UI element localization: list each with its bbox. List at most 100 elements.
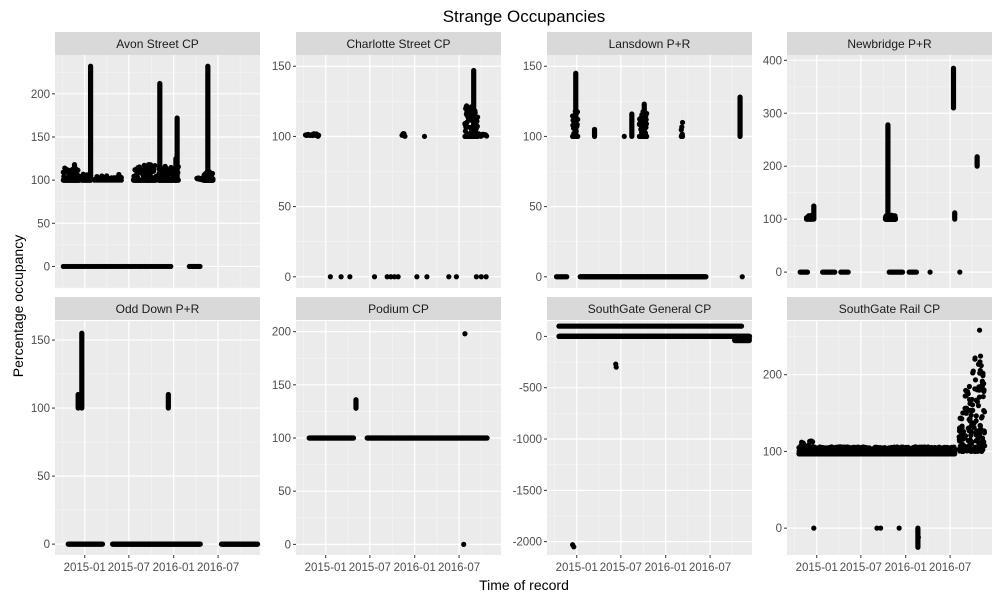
y-tick-label: 0 xyxy=(536,272,542,284)
data-point xyxy=(973,418,979,424)
y-tick-label: 400 xyxy=(763,55,782,67)
data-point xyxy=(974,438,981,445)
data-point xyxy=(703,274,709,280)
facet-strip-label: Avon Street CP xyxy=(116,37,199,51)
facet-strip-label: Odd Down P+R xyxy=(116,302,200,316)
data-points xyxy=(556,323,753,550)
data-point xyxy=(739,274,745,280)
data-point xyxy=(446,274,452,280)
data-point xyxy=(967,443,973,449)
y-tick-label: 150 xyxy=(272,380,291,392)
y-tick-label: 150 xyxy=(31,132,50,144)
y-tick-label: 50 xyxy=(37,218,50,230)
data-point xyxy=(347,274,353,280)
x-tick-label: 2016-01 xyxy=(885,562,927,574)
data-point xyxy=(980,373,986,379)
y-axis-title: Percentage occupancy xyxy=(10,235,26,377)
facet-strip xyxy=(55,297,260,320)
y-tick-label: 100 xyxy=(272,131,291,143)
data-point xyxy=(973,413,979,419)
x-tick-label: 2016-07 xyxy=(929,562,971,574)
data-point xyxy=(402,133,408,139)
data-point xyxy=(197,541,203,547)
x-tick-label: 2016-07 xyxy=(197,562,239,574)
data-point xyxy=(966,416,972,423)
x-tick-label: 2016-01 xyxy=(394,562,436,574)
data-points xyxy=(60,63,216,270)
x-tick-label: 2015-01 xyxy=(64,562,106,574)
y-tick-label: -1500 xyxy=(513,485,542,497)
x-tick-label: 2015-07 xyxy=(108,562,150,574)
panel-background xyxy=(55,321,260,555)
x-tick-label: 2015-01 xyxy=(305,562,347,574)
x-tick-label: 2016-07 xyxy=(689,562,731,574)
data-point xyxy=(927,269,933,275)
data-point xyxy=(809,439,816,445)
data-points xyxy=(796,327,988,550)
data-point xyxy=(980,393,986,400)
y-tick-label: 150 xyxy=(523,61,542,73)
data-point xyxy=(118,177,124,183)
data-point xyxy=(959,423,965,429)
y-tick-label: 100 xyxy=(763,446,782,458)
y-tick-label: 0 xyxy=(776,267,782,279)
data-point xyxy=(874,525,880,531)
data-point xyxy=(970,407,976,413)
y-tick-label: 0 xyxy=(536,331,542,343)
data-point xyxy=(484,133,490,139)
data-point xyxy=(892,216,899,222)
y-tick-label: 100 xyxy=(763,214,782,226)
data-point xyxy=(679,124,685,130)
data-point xyxy=(977,353,984,359)
data-point xyxy=(970,370,976,376)
data-point xyxy=(981,409,988,415)
y-tick-label: 50 xyxy=(278,202,291,214)
data-point xyxy=(969,423,975,429)
y-tick-label: 150 xyxy=(31,335,50,347)
facet-strip-label: Lansdown P+R xyxy=(609,37,691,51)
facet-panel: Avon Street CP 0 50 100 150 200 xyxy=(31,32,260,289)
data-point xyxy=(957,443,964,449)
data-point xyxy=(613,364,619,370)
data-point xyxy=(414,274,420,280)
data-point xyxy=(959,416,965,422)
data-point xyxy=(254,541,261,547)
data-point xyxy=(979,414,985,420)
data-point xyxy=(571,544,577,550)
data-point xyxy=(474,114,481,120)
data-point xyxy=(976,434,982,440)
data-point xyxy=(210,177,216,183)
data-point xyxy=(384,274,390,280)
data-point xyxy=(975,403,982,409)
data-point xyxy=(960,410,966,416)
data-point xyxy=(977,367,983,374)
y-tick-label: 0 xyxy=(285,539,291,551)
data-point xyxy=(738,323,745,329)
data-point xyxy=(350,435,357,441)
data-point xyxy=(461,541,467,547)
data-point xyxy=(462,331,468,337)
y-tick-label: 0 xyxy=(44,539,50,551)
data-point xyxy=(969,402,976,408)
facet-strip-label: Charlotte Street CP xyxy=(346,37,450,51)
data-point xyxy=(371,274,378,280)
facet-panel: Lansdown P+R 0 50 100 150 xyxy=(523,32,752,288)
y-tick-label: 200 xyxy=(763,370,782,382)
data-points xyxy=(302,67,490,280)
y-tick-label: 200 xyxy=(763,161,782,173)
y-tick-label: -1000 xyxy=(513,434,542,446)
x-tick-label: 2015-07 xyxy=(840,562,882,574)
data-point xyxy=(679,119,686,126)
data-point xyxy=(453,274,459,280)
facet-panel: Charlotte Street CP 0 50 100 150 xyxy=(272,32,501,288)
data-point xyxy=(973,397,979,403)
facet-strip xyxy=(296,32,501,55)
y-tick-label: 200 xyxy=(272,327,291,339)
data-point xyxy=(810,448,816,455)
data-point xyxy=(483,274,489,280)
data-point xyxy=(896,525,902,531)
data-point xyxy=(975,361,982,367)
